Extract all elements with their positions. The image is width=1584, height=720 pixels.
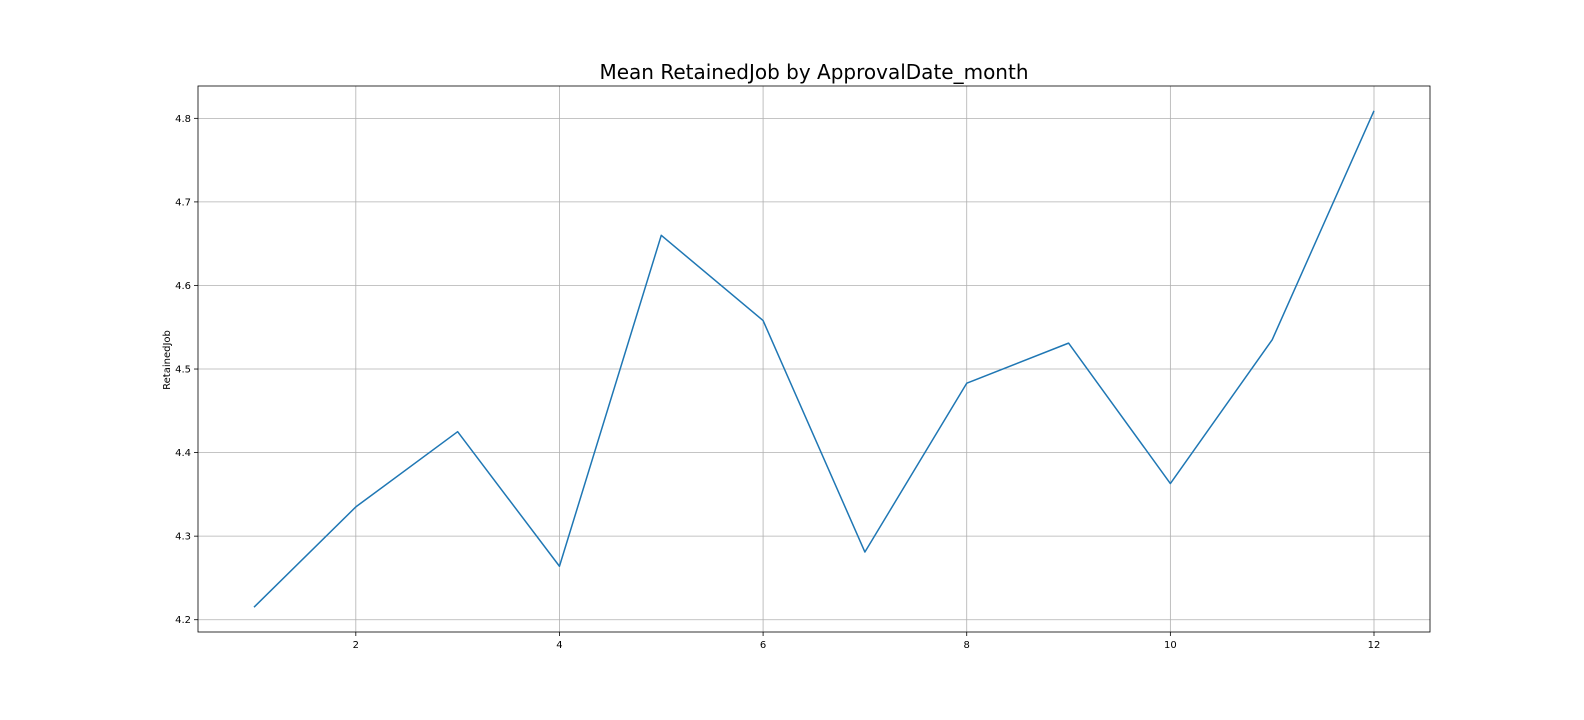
y-tick-label: 4.7 <box>175 197 191 208</box>
axis-ticks: 2 4 6 8 10 12 4.2 4.3 4.4 4.5 4.6 4.7 4.8 <box>175 114 1380 651</box>
y-tick-label: 4.6 <box>175 281 191 292</box>
x-tick-label: 4 <box>556 640 562 651</box>
y-tick-label: 4.4 <box>175 448 191 459</box>
chart-title: Mean RetainedJob by ApprovalDate_month <box>599 60 1028 84</box>
x-tick-label: 8 <box>964 640 970 651</box>
x-tick-label: 10 <box>1164 640 1177 651</box>
x-tick-label: 12 <box>1368 640 1381 651</box>
y-tick-label: 4.8 <box>175 114 191 125</box>
series-layer <box>253 110 1375 608</box>
series-line <box>253 110 1375 608</box>
plot-frame <box>197 85 1431 633</box>
x-tick-label: 2 <box>353 640 359 651</box>
y-axis-label: RetainedJob <box>162 330 173 390</box>
y-tick-label: 4.3 <box>175 532 191 543</box>
x-tick-label: 6 <box>760 640 766 651</box>
y-tick-label: 4.2 <box>175 615 191 626</box>
grid-lines <box>198 86 1430 632</box>
y-tick-label: 4.5 <box>175 365 191 376</box>
